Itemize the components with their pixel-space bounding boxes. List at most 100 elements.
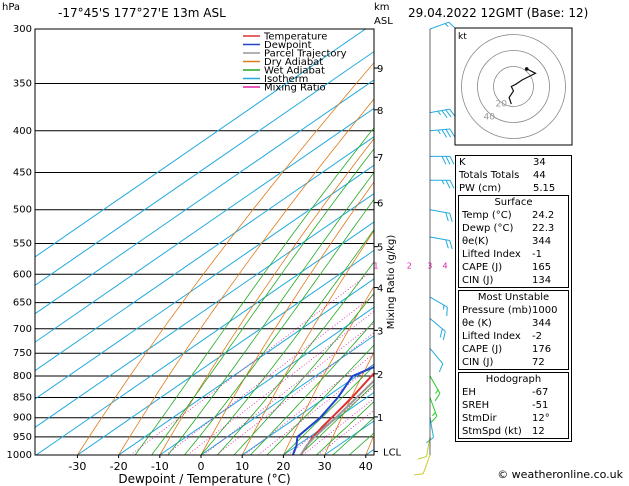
barb-flag <box>442 331 446 341</box>
pressure-tick-label: 800 <box>13 371 32 382</box>
pressure-tick-label: 750 <box>13 348 32 359</box>
wind-barb <box>429 348 444 373</box>
km-tick-label: LCL <box>383 447 402 458</box>
km-tick-label: 1 <box>377 413 383 424</box>
hodograph-title: Hodograph <box>485 374 542 385</box>
x-tick-label: 20 <box>276 460 290 473</box>
wet-adiabat <box>184 198 374 455</box>
pressure-tick-label: 700 <box>13 324 32 335</box>
dry-adiabat <box>324 351 374 455</box>
x-tick-label: 30 <box>318 460 332 473</box>
wet-adiabat <box>151 148 374 455</box>
barb-flag <box>441 110 448 119</box>
barb-staff <box>426 436 431 457</box>
hodograph-section: Hodograph EH -67 SREH -51 StmDir 12° StmSpd… <box>458 372 569 439</box>
legend-label: Dry Adiabat <box>264 57 323 68</box>
mixing-ratio-label: 1 <box>373 261 378 270</box>
stat-k: K 34 <box>459 157 546 168</box>
barb-staff <box>429 296 448 308</box>
barb-flag <box>448 21 456 29</box>
barb-half <box>435 389 439 394</box>
x-tick-label: 0 <box>198 460 205 473</box>
pressure-tick-label: 1000 <box>7 450 32 461</box>
mixing-ratio-line <box>165 294 374 455</box>
isotherm-line <box>35 221 374 455</box>
barb-half <box>432 412 436 417</box>
dry-adiabat <box>77 62 374 455</box>
km-tick-label: 4 <box>377 284 383 295</box>
dry-adiabat <box>159 137 374 455</box>
background-lines <box>35 29 629 455</box>
wet-adiabat <box>134 127 374 455</box>
x-axis-label: Dewpoint / Temperature (°C) <box>118 472 290 486</box>
barb-staff <box>429 375 441 394</box>
mixing-ratio-line <box>302 398 374 455</box>
hodograph-frame <box>454 27 573 146</box>
mixing-ratio-label: 2 <box>407 261 412 270</box>
wind-barbs <box>414 21 456 476</box>
barb-staff <box>422 454 431 474</box>
barb-staff <box>429 21 449 30</box>
barb-flag <box>438 363 444 373</box>
hodograph-point <box>524 67 529 71</box>
dry-adiabat <box>241 230 374 455</box>
barb-staff <box>429 108 450 114</box>
km-tick-label: 9 <box>377 64 383 75</box>
pressure-tick-label: 900 <box>13 413 32 424</box>
wet-adiabat <box>283 365 374 455</box>
legend-label: Dewpoint <box>264 40 312 51</box>
barb-staff <box>429 128 450 132</box>
wet-adiabat <box>217 261 374 455</box>
barb-flag <box>445 180 451 189</box>
stats-table: K 34 Totals Totals 44 PW (cm) 5.15 Surface … <box>455 155 572 442</box>
dry-adiabat <box>572 29 629 455</box>
isotherm-line <box>35 79 374 315</box>
wet-adiabat <box>316 401 374 455</box>
pressure-tick-label: 500 <box>13 205 32 216</box>
barb-staff <box>429 417 434 438</box>
wet-adiabat <box>266 344 374 455</box>
surface-section: Surface Temp (°C) 24.2 Dewp (°C) 22.3 θe(K… <box>458 195 569 288</box>
stat-pw: PW (cm) 5.15 <box>459 183 556 194</box>
barb-staff <box>429 397 438 417</box>
legend-label: Parcel Trajectory <box>264 49 347 60</box>
wind-barb <box>429 128 456 138</box>
hodograph-trace <box>508 68 537 105</box>
km-unit: km <box>374 2 390 13</box>
wind-barb <box>429 108 456 119</box>
pressure-tick-label: 450 <box>13 167 32 178</box>
km-tick-label: 5 <box>377 243 383 254</box>
pressure-tick-label: 650 <box>13 298 32 309</box>
barb-half <box>437 129 441 135</box>
isotherm-line <box>159 306 374 455</box>
credit-footer: © weatheronline.co.uk <box>497 468 623 481</box>
unstable-section: Most Unstable Pressure (mb) 1000 θe (K) 34… <box>458 290 569 370</box>
mixing-ratio-axis-label: Mixing Ratio (g/kg) <box>386 235 397 330</box>
wind-barb <box>429 397 438 424</box>
wet-adiabat <box>250 320 374 455</box>
barb-flag <box>449 213 453 222</box>
x-tick-label: -10 <box>151 460 169 473</box>
x-tick-label: 10 <box>235 460 249 473</box>
wind-barb <box>429 21 456 30</box>
isotherm-line <box>200 335 374 455</box>
km-tick-label: 2 <box>377 370 383 381</box>
x-tick-label: -30 <box>68 460 86 473</box>
barb-flag <box>434 393 441 402</box>
pressure-tick-label: 950 <box>13 432 32 443</box>
mixing-ratio-line <box>216 332 374 455</box>
barb-flag <box>445 129 452 138</box>
wet-adiabat <box>299 383 374 455</box>
hodograph-unit: kt <box>458 32 467 42</box>
wind-barb <box>429 209 453 222</box>
barb-staff <box>429 236 450 241</box>
surface-title: Surface <box>494 197 533 208</box>
km-tick-label: 8 <box>377 106 383 117</box>
km-tick-label: 7 <box>377 153 383 164</box>
mixing-ratio-line <box>257 363 374 455</box>
km-tick-label: 6 <box>377 199 383 210</box>
mixing-ratio-label: 4 <box>442 261 447 270</box>
barb-flag <box>441 129 448 138</box>
mixing-ratio-line <box>244 353 374 455</box>
